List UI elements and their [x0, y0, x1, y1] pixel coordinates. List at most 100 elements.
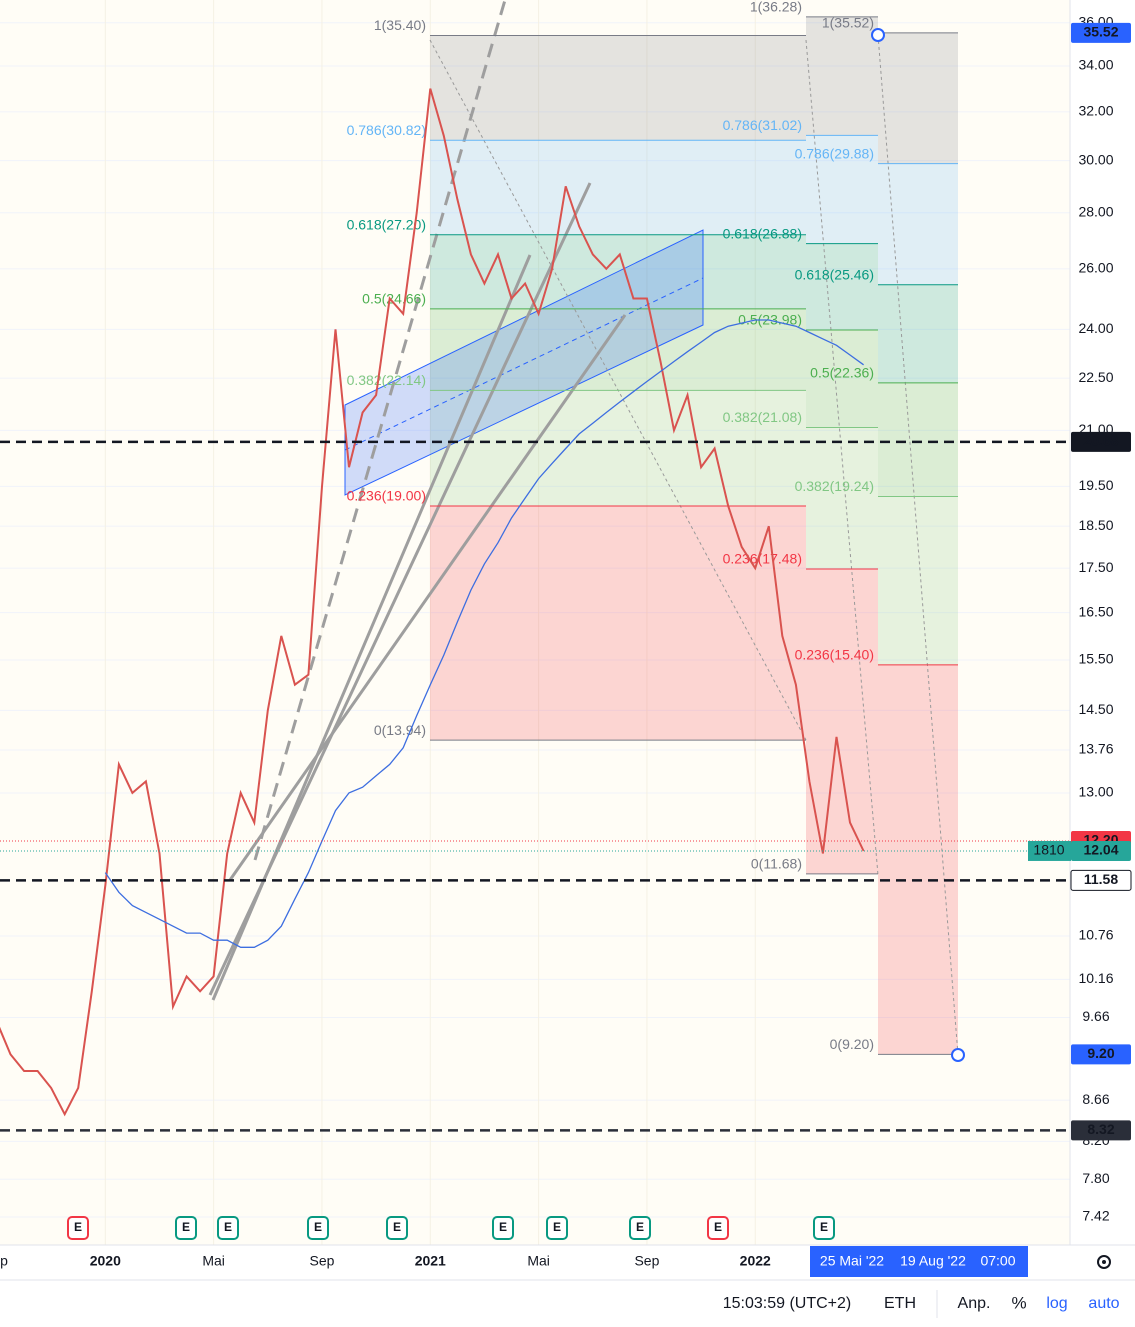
y-tick-label: 22.50: [1078, 369, 1113, 385]
anchors: [871, 28, 965, 1062]
fib-trend: [805, 39, 879, 876]
event-label: E: [553, 1220, 561, 1234]
price-tag-label: 12.04: [1083, 842, 1118, 858]
x-tick-label: Sep: [634, 1253, 659, 1269]
adjust-toggle[interactable]: Anp.: [958, 1295, 991, 1312]
x-tick-label: p: [0, 1253, 8, 1269]
fib-label: 1(36.28): [750, 0, 802, 15]
y-tick-label: 17.50: [1078, 559, 1113, 575]
event-label: E: [314, 1220, 322, 1234]
fib-label: 1(35.40): [374, 17, 426, 33]
fib-label: 0.382(22.14): [347, 372, 426, 388]
price-axis: [1070, 0, 1135, 1245]
clock: 15:03:59 (UTC+2): [723, 1295, 852, 1312]
y-tick-label: 30.00: [1078, 151, 1113, 167]
fib-label: 0.786(30.82): [347, 122, 426, 138]
fib-zone: [806, 135, 878, 244]
fib-label: 0.786(31.02): [723, 117, 802, 133]
channel: [344, 229, 704, 496]
event-marker[interactable]: [492, 1216, 514, 1240]
drawings: [208, 0, 959, 1056]
event-marker[interactable]: [175, 1216, 197, 1240]
channel-mid: [344, 277, 704, 451]
price-tag-label: 9.20: [1087, 1045, 1114, 1061]
range-end: 19 Aug '22: [900, 1253, 966, 1269]
fib-zone: [878, 32, 958, 164]
session[interactable]: ETH: [884, 1295, 916, 1312]
fib-label: 0.236(17.48): [723, 551, 802, 567]
fib-label: 0.382(19.24): [795, 478, 874, 494]
fib-label: 0.5(22.36): [810, 365, 874, 381]
fib-zone: [806, 243, 878, 330]
x-tick-label: Mai: [202, 1253, 225, 1269]
settings-icon[interactable]: [1097, 1255, 1111, 1269]
y-tick-label: 13.00: [1078, 784, 1113, 800]
price-tag-label: 20.68: [1083, 433, 1118, 449]
event-label: E: [636, 1220, 644, 1234]
percent-toggle[interactable]: %: [1011, 1293, 1026, 1312]
y-tick-label: 14.50: [1078, 701, 1113, 717]
x-tick-label: 2020: [90, 1253, 121, 1269]
event-marker[interactable]: [217, 1216, 239, 1240]
event-marker[interactable]: [813, 1216, 835, 1240]
fib-zone: [806, 569, 878, 874]
fib-label: 0(11.68): [751, 856, 802, 872]
fib-zone: [878, 382, 958, 497]
y-tick-label: 7.42: [1082, 1208, 1109, 1224]
y-tick-label: 8.66: [1082, 1091, 1109, 1107]
fib-label: 0.786(29.88): [795, 145, 874, 161]
y-tick-label: 24.00: [1078, 320, 1113, 336]
log-toggle[interactable]: log: [1046, 1295, 1067, 1312]
y-tick-label: 9.66: [1082, 1008, 1109, 1024]
fib-label: 0.5(24.66): [362, 291, 426, 307]
y-tick-label: 10.16: [1078, 970, 1113, 986]
gear[interactable]: [1097, 1255, 1111, 1269]
fib-label: 0.382(21.08): [723, 409, 802, 425]
y-tick-label: 26.00: [1078, 260, 1113, 276]
x-tick-label: 2022: [740, 1253, 771, 1269]
x-tick-label: 2021: [415, 1253, 446, 1269]
event-marker[interactable]: [386, 1216, 408, 1240]
y-tick-label: 19.50: [1078, 477, 1113, 493]
price-tag: [1071, 1120, 1131, 1141]
event-marker[interactable]: [546, 1216, 568, 1240]
price-tag: [1070, 869, 1132, 891]
fib-label: 0.618(25.46): [795, 266, 874, 282]
auto-toggle[interactable]: auto: [1088, 1295, 1119, 1312]
fib-label: 0.236(15.40): [795, 647, 874, 663]
fib-label: 0(9.20): [830, 1036, 874, 1052]
gear-hub: [1102, 1260, 1106, 1264]
fib-label: 0.236(19.00): [347, 488, 426, 504]
event-marker[interactable]: [629, 1216, 651, 1240]
fib-zone: [430, 390, 806, 506]
anchor[interactable]: [871, 28, 885, 42]
event-label: E: [714, 1220, 722, 1234]
y-tick-label: 7.80: [1082, 1170, 1109, 1186]
event-label: E: [393, 1220, 401, 1234]
event-marker[interactable]: [67, 1216, 89, 1240]
fib-zone: [430, 505, 806, 741]
fib-zone: [878, 496, 958, 665]
series-line: [104, 319, 864, 948]
fib-label: 0(13.94): [374, 722, 426, 738]
event-label: E: [224, 1220, 232, 1234]
fib-zone: [430, 140, 806, 235]
price-tag-label: 8.32: [1087, 1121, 1114, 1137]
y-tick-label: 18.50: [1078, 517, 1113, 533]
fib-zone: [806, 16, 878, 136]
fib-label: 0.618(27.20): [347, 216, 426, 232]
series-line: [0, 88, 865, 1117]
fib-label: 1(35.52): [822, 15, 874, 31]
fib-trend: [877, 34, 959, 1056]
time-range-box: [810, 1246, 1028, 1277]
event-marker[interactable]: [707, 1216, 729, 1240]
y-tick-label: 15.50: [1078, 651, 1113, 667]
fib-zone: [878, 163, 958, 285]
x-tick-label: Sep: [309, 1253, 334, 1269]
anchor[interactable]: [951, 1048, 965, 1062]
event-label: E: [499, 1220, 507, 1234]
price-tag: [1071, 431, 1131, 452]
y-tick-label: 13.76: [1078, 741, 1113, 757]
event-marker[interactable]: [307, 1216, 329, 1240]
